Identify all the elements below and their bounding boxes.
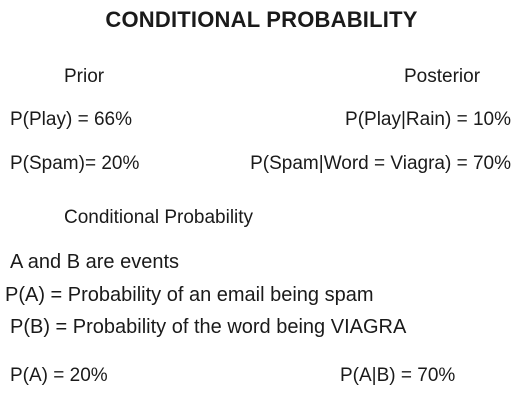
- prior-heading: Prior: [64, 66, 105, 87]
- posterior-spam-word-equation: P(Spam|Word = Viagra) = 70%: [250, 153, 511, 174]
- prior-spam-equation: P(Spam)= 20%: [10, 153, 140, 174]
- probability-b-definition: P(B) = Probability of the word being VIA…: [10, 316, 407, 338]
- prior-play-equation: P(Play) = 66%: [10, 109, 132, 130]
- posterior-play-rain-equation: P(Play|Rain) = 10%: [345, 109, 511, 130]
- p-a-given-b-equation: P(A|B) = 70%: [340, 365, 456, 386]
- posterior-heading: Posterior: [404, 66, 481, 87]
- page-title: CONDITIONAL PROBABILITY: [105, 7, 418, 32]
- conditional-heading: Conditional Probability: [64, 207, 254, 228]
- p-a-equation: P(A) = 20%: [10, 365, 108, 386]
- events-line: A and B are events: [10, 251, 180, 273]
- probability-a-definition: P(A) = Probability of an email being spa…: [5, 284, 374, 306]
